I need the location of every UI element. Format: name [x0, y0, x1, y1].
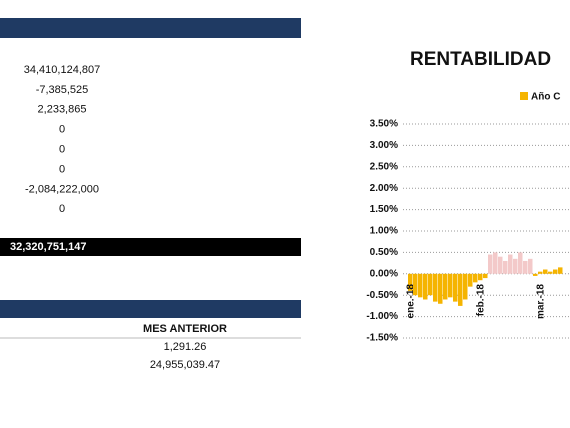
bar — [558, 267, 563, 274]
y-tick-label: 0.00% — [370, 268, 398, 279]
legend-swatch — [520, 92, 528, 100]
bar — [438, 273, 443, 304]
bar — [533, 273, 538, 276]
column-header: MES ANTERIOR — [143, 323, 227, 335]
cell: 24,955,039.47 — [150, 359, 220, 371]
cell: -2,084,222,000 — [25, 183, 99, 195]
cell: 34,410,124,807 — [24, 64, 100, 76]
header-bar — [0, 300, 301, 318]
bar — [503, 260, 508, 274]
total-bar — [0, 238, 301, 256]
bar — [488, 254, 493, 274]
bar — [418, 273, 423, 298]
bar — [468, 273, 473, 287]
bar — [413, 273, 418, 296]
bar — [548, 271, 553, 274]
chart-title: RENTABILIDAD — [410, 49, 551, 70]
bar — [508, 254, 513, 274]
bar — [443, 273, 448, 300]
cell: 1,291.26 — [164, 341, 207, 353]
y-tick-label: 2.50% — [370, 161, 398, 172]
cell: 0 — [59, 144, 65, 156]
y-tick-label: 2.00% — [370, 183, 398, 194]
bar — [538, 271, 543, 274]
total-value: 32,320,751,147 — [10, 241, 86, 253]
y-tick-label: -0.50% — [366, 290, 398, 301]
bar — [473, 273, 478, 283]
bar — [498, 256, 503, 274]
x-tick-label: feb.-18 — [476, 284, 487, 317]
bar — [483, 273, 488, 279]
bar — [553, 269, 558, 274]
bar — [423, 273, 428, 300]
bar — [408, 273, 413, 291]
legend-label: Año C — [531, 92, 560, 103]
bar — [513, 258, 518, 274]
bar — [523, 260, 528, 274]
y-tick-label: -1.00% — [366, 311, 398, 322]
x-tick-label: ene.-18 — [406, 284, 417, 319]
bar — [463, 273, 468, 300]
x-tick-label: mar.-18 — [536, 284, 547, 319]
bar — [448, 273, 453, 298]
y-tick-label: 3.00% — [370, 140, 398, 151]
bar — [433, 273, 438, 302]
y-tick-label: -1.50% — [366, 333, 398, 344]
y-tick-label: 1.50% — [370, 204, 398, 215]
bar — [518, 252, 523, 274]
y-tick-label: 3.50% — [370, 119, 398, 130]
cell: 0 — [59, 203, 65, 215]
bar — [478, 273, 483, 281]
cell: 2,233,865 — [38, 104, 87, 116]
header-bar — [0, 18, 301, 38]
bar — [528, 258, 533, 274]
cell: 0 — [59, 124, 65, 136]
bar — [458, 273, 463, 306]
y-tick-label: 0.50% — [370, 247, 398, 258]
bar — [493, 252, 498, 274]
cell: 0 — [59, 163, 65, 175]
bar — [543, 269, 548, 274]
bar — [453, 273, 458, 302]
cell: -7,385,525 — [36, 84, 89, 96]
bar — [428, 273, 433, 296]
y-tick-label: 1.00% — [370, 226, 398, 237]
